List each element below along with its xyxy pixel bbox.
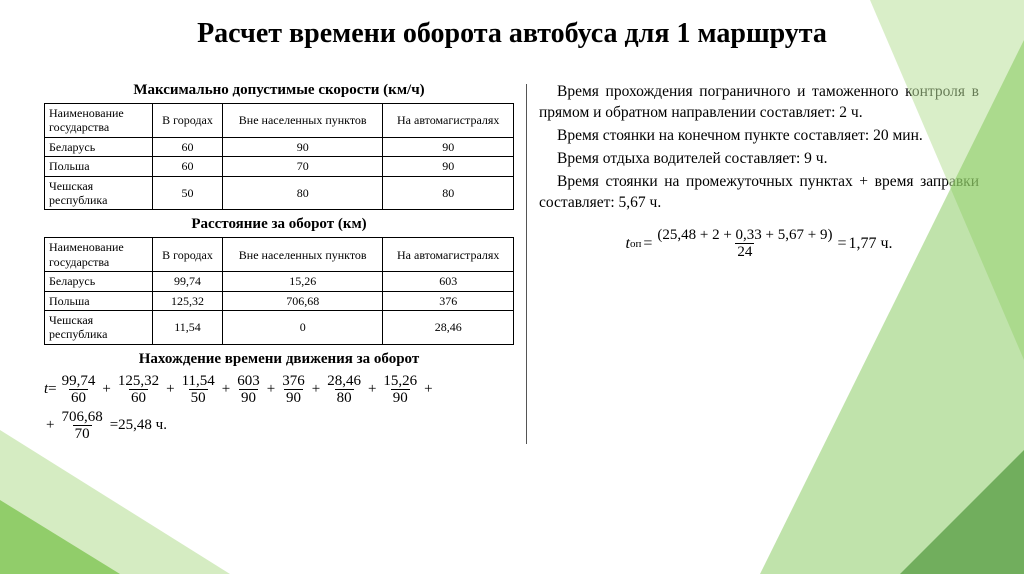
page-title: Расчет времени оборота автобуса для 1 ма… xyxy=(0,0,1024,50)
eq-equals2: = xyxy=(835,235,848,253)
fraction-den: 60 xyxy=(129,389,148,406)
table1-col3: На автомагистралях xyxy=(383,104,514,138)
table-cell: 125,32 xyxy=(153,291,223,310)
subheading3: Нахождение времени движения за оборот xyxy=(44,351,514,368)
fraction-num: 15,26 xyxy=(381,374,419,389)
table-cell: Беларусь xyxy=(45,137,153,156)
table-cell: 99,74 xyxy=(153,272,223,291)
table-cell: 80 xyxy=(223,176,383,210)
table-cell: 70 xyxy=(223,157,383,176)
formula-result: =25,48 ч. xyxy=(108,417,169,434)
table-cell: Беларусь xyxy=(45,272,153,291)
table2-col1: В городах xyxy=(153,238,223,272)
eq-sub: оп xyxy=(630,238,641,250)
operator: + xyxy=(100,381,112,398)
formula-t: t= 99,7460+125,3260+11,5450+60390+37690+… xyxy=(44,374,514,442)
table-row: Беларусь99,7415,26603 xyxy=(45,272,514,291)
vertical-divider xyxy=(526,84,527,444)
fraction: 15,2690 xyxy=(381,374,419,406)
table-cell: 0 xyxy=(223,310,383,344)
fraction: 125,3260 xyxy=(116,374,161,406)
table-cell: Польша xyxy=(45,157,153,176)
fraction-den: 50 xyxy=(189,389,208,406)
fraction-den: 70 xyxy=(73,425,92,442)
formula-lead: t= xyxy=(44,381,57,398)
eq-equals: = xyxy=(641,235,654,253)
eq-num: (25,48 + 2 + 0,33 + 5,67 + 9) xyxy=(655,228,834,243)
para-1: Время прохождения пограничного и таможен… xyxy=(539,82,979,124)
table-row: Польша125,32706,68376 xyxy=(45,291,514,310)
table2-header-row: Наименование государства В городах Вне н… xyxy=(45,238,514,272)
fraction-den: 90 xyxy=(284,389,303,406)
table-cell: Польша xyxy=(45,291,153,310)
fraction: 706,6870 xyxy=(59,410,104,442)
table1-col0: Наименование государства xyxy=(45,104,153,138)
table1: Наименование государства В городах Вне н… xyxy=(44,103,514,210)
fraction: 37690 xyxy=(280,374,307,406)
table-cell: 15,26 xyxy=(223,272,383,291)
fraction: 28,4680 xyxy=(325,374,363,406)
equation-top: t оп = (25,48 + 2 + 0,33 + 5,67 + 9) 24 … xyxy=(539,228,979,260)
table2: Наименование государства В городах Вне н… xyxy=(44,237,514,344)
eq-den: 24 xyxy=(735,243,754,260)
fraction-num: 11,54 xyxy=(180,374,217,389)
left-column: Максимально допустимые скорости (км/ч) Н… xyxy=(44,76,514,444)
table-cell: 90 xyxy=(383,137,514,156)
fraction-den: 80 xyxy=(335,389,354,406)
para-2: Время стоянки на конечном пункте составл… xyxy=(539,126,979,147)
fraction-den: 60 xyxy=(69,389,88,406)
table-cell: 11,54 xyxy=(153,310,223,344)
eq-result: 1,77 ч. xyxy=(848,235,892,253)
para-3: Время отдыха водителей составляет: 9 ч. xyxy=(539,149,979,170)
table1-heading: Максимально допустимые скорости (км/ч) xyxy=(44,82,514,99)
fraction-num: 706,68 xyxy=(59,410,104,425)
table2-col0: Наименование государства xyxy=(45,238,153,272)
content: Максимально допустимые скорости (км/ч) Н… xyxy=(0,50,1024,444)
right-column: Время прохождения пограничного и таможен… xyxy=(539,76,979,444)
table-cell: 60 xyxy=(153,157,223,176)
table-cell: 376 xyxy=(383,291,514,310)
fraction-num: 376 xyxy=(280,374,307,389)
fraction-num: 99,74 xyxy=(60,374,98,389)
table-row: Польша607090 xyxy=(45,157,514,176)
operator: + xyxy=(164,381,176,398)
operator: + xyxy=(44,417,56,434)
table-cell: 603 xyxy=(383,272,514,291)
eq-frac: (25,48 + 2 + 0,33 + 5,67 + 9) 24 xyxy=(655,228,834,260)
table-row: Чешская республика11,54028,46 xyxy=(45,310,514,344)
table-cell: 90 xyxy=(223,137,383,156)
table2-heading: Расстояние за оборот (км) xyxy=(44,216,514,233)
para-4: Время стоянки на промежуточных пунктах +… xyxy=(539,172,979,214)
table-cell: 706,68 xyxy=(223,291,383,310)
table2-col2: Вне населенных пунктов xyxy=(223,238,383,272)
operator: + xyxy=(220,381,232,398)
table2-col3: На автомагистралях xyxy=(383,238,514,272)
table-cell: 60 xyxy=(153,137,223,156)
table-cell: 28,46 xyxy=(383,310,514,344)
table-row: Чешская республика508080 xyxy=(45,176,514,210)
table1-col2: Вне населенных пунктов xyxy=(223,104,383,138)
table1-header-row: Наименование государства В городах Вне н… xyxy=(45,104,514,138)
fraction-num: 125,32 xyxy=(116,374,161,389)
fraction-den: 90 xyxy=(391,389,410,406)
fraction: 99,7460 xyxy=(60,374,98,406)
table-row: Беларусь609090 xyxy=(45,137,514,156)
table-cell: 90 xyxy=(383,157,514,176)
table-cell: Чешская республика xyxy=(45,310,153,344)
fraction-num: 28,46 xyxy=(325,374,363,389)
operator: + xyxy=(366,381,378,398)
fraction: 60390 xyxy=(235,374,262,406)
operator: + xyxy=(422,381,434,398)
operator: + xyxy=(310,381,322,398)
fraction: 11,5450 xyxy=(180,374,217,406)
fraction-den: 90 xyxy=(239,389,258,406)
table-cell: 50 xyxy=(153,176,223,210)
fraction-num: 603 xyxy=(235,374,262,389)
table1-col1: В городах xyxy=(153,104,223,138)
operator: + xyxy=(265,381,277,398)
table-cell: 80 xyxy=(383,176,514,210)
table-cell: Чешская республика xyxy=(45,176,153,210)
